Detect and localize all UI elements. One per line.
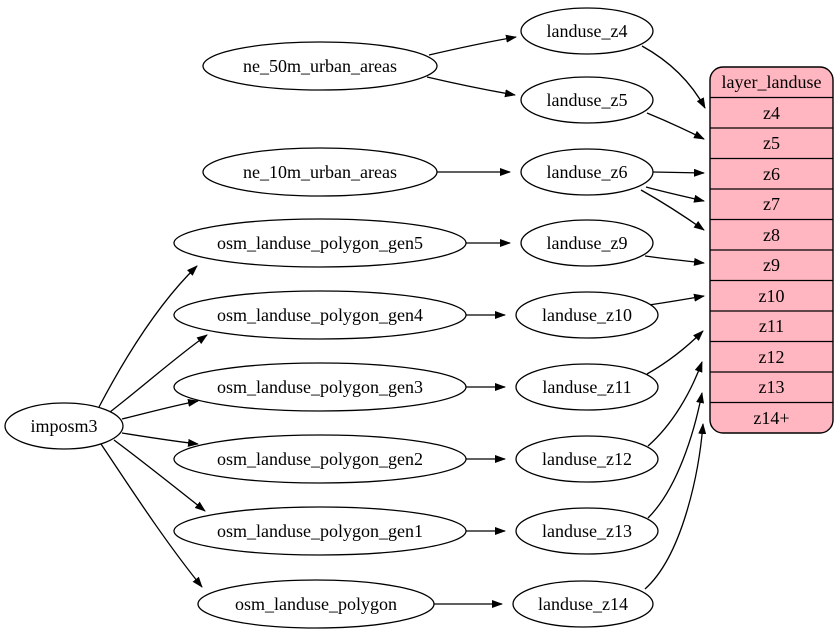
edge-landuse-z4-to-row-z4 [641,45,706,109]
node-landuse-z13: landuse_z13 [515,507,659,555]
landuse-z5-label: landuse_z5 [547,90,628,110]
landuse-z5-ellipse [520,76,654,124]
edge-landuse-z9-to-row-z9 [644,255,705,266]
osm-landuse-polygon-ellipse [197,579,435,629]
edge-ne50m-to-landuse-z4 [428,34,517,56]
imposm3-ellipse [4,402,124,450]
edge-imposm3-to-polygon [100,443,203,588]
landuse-z14-label: landuse_z14 [538,594,628,614]
landuse-z10-ellipse [515,291,659,339]
edge-imposm3-to-gen3 [121,398,199,420]
landuse-z13-label: landuse_z13 [542,521,632,541]
landuse-z4-ellipse [520,7,654,55]
record-row-z7: z7 [763,194,780,214]
node-osm-landuse-polygon-gen5: osm_landuse_polygon_gen5 [173,218,467,268]
edge-landuse-z5-to-row-z5 [646,112,705,140]
edge-landuse-z13-to-row-z13 [647,392,705,519]
edge-landuse-z10-to-row-z10 [648,293,705,306]
node-osm-landuse-polygon-gen4: osm_landuse_polygon_gen4 [173,290,467,340]
osm-landuse-polygon-gen5-ellipse [173,218,467,268]
edge-imposm3-to-gen1 [113,439,206,512]
node-landuse-z4: landuse_z4 [520,7,654,55]
node-osm-landuse-polygon-gen1: osm_landuse_polygon_gen1 [173,506,467,556]
landuse-z9-label: landuse_z9 [547,233,628,253]
record-row-z5: z5 [763,133,780,153]
node-landuse-z9: landuse_z9 [520,219,654,267]
osm-landuse-polygon-gen3-label: osm_landuse_polygon_gen3 [217,377,423,397]
osm-landuse-polygon-gen2-label: osm_landuse_polygon_gen2 [217,449,423,469]
landuse-z14-ellipse [512,580,654,628]
record-row-z11: z11 [759,316,784,336]
landuse-z4-label: landuse_z4 [547,21,628,41]
record-row-z12: z12 [759,347,785,367]
osm-landuse-polygon-gen5-label: osm_landuse_polygon_gen5 [217,233,423,253]
node-landuse-z11: landuse_z11 [515,363,659,411]
landuse-z10-label: landuse_z10 [542,305,632,325]
node-ne-50m-urban-areas: ne_50m_urban_areas [202,41,438,91]
node-landuse-z6: landuse_z6 [520,148,654,196]
osm-landuse-polygon-gen1-ellipse [173,506,467,556]
node-ne-10m-urban-areas: ne_10m_urban_areas [202,147,438,197]
ne-10m-urban-areas-label: ne_10m_urban_areas [243,162,397,182]
node-landuse-z14: landuse_z14 [512,580,654,628]
edge-landuse-z6-to-row-z8 [640,189,705,231]
edge-imposm3-to-gen2 [121,432,199,447]
node-landuse-z5: landuse_z5 [520,76,654,124]
record-row-z9: z9 [763,255,780,275]
edge-landuse-z11-to-row-z11 [646,330,704,375]
record-row-z14plus: z14+ [753,408,789,428]
osm-landuse-polygon-label: osm_landuse_polygon [235,594,397,614]
record-row-z8: z8 [763,225,780,245]
record-row-z4: z4 [763,103,780,123]
landuse-z12-ellipse [515,435,659,483]
edge-landuse-z6-to-row-z7 [645,186,705,203]
landuse-z11-ellipse [515,363,659,411]
imposm3-label: imposm3 [30,416,97,436]
record-row-z10: z10 [759,286,785,306]
ne-10m-urban-areas-ellipse [202,147,438,197]
osm-landuse-polygon-gen4-label: osm_landuse_polygon_gen4 [217,305,423,325]
node-imposm3: imposm3 [4,402,124,450]
edge-landuse-z6-to-row-z6 [652,168,705,177]
node-osm-landuse-polygon: osm_landuse_polygon [197,579,435,629]
edge-ne50m-to-landuse-z5 [426,76,516,98]
landuse-z11-label: landuse_z11 [542,377,631,397]
edge-imposm3-to-gen5 [98,265,198,408]
edge-landuse-z12-to-row-z12 [647,361,703,447]
ne-50m-urban-areas-ellipse [202,41,438,91]
edge-landuse-z14-to-row-z14plus [644,423,707,590]
edge-layer [98,34,707,608]
osm-landuse-polygon-gen3-ellipse [173,362,467,412]
landuse-z6-label: landuse_z6 [547,162,628,182]
node-landuse-z12: landuse_z12 [515,435,659,483]
node-osm-landuse-polygon-gen3: osm_landuse_polygon_gen3 [173,362,467,412]
landuse-z12-label: landuse_z12 [542,449,632,469]
edge-imposm3-to-gen4 [109,334,208,413]
layer-landuse-title: layer_landuse [722,72,822,92]
osm-landuse-polygon-gen4-ellipse [173,290,467,340]
osm-landuse-polygon-gen2-ellipse [173,434,467,484]
node-landuse-z10: landuse_z10 [515,291,659,339]
landuse-z9-ellipse [520,219,654,267]
ne-50m-urban-areas-label: ne_50m_urban_areas [243,56,397,76]
landuse-z13-ellipse [515,507,659,555]
osm-landuse-polygon-gen1-label: osm_landuse_polygon_gen1 [217,521,423,541]
landuse-z6-ellipse [520,148,654,196]
record-row-z6: z6 [763,164,780,184]
node-layer-landuse: layer_landuse z4 z5 z6 z7 z8 z9 z10 z11 … [709,66,834,434]
node-osm-landuse-polygon-gen2: osm_landuse_polygon_gen2 [173,434,467,484]
record-row-z13: z13 [759,377,785,397]
